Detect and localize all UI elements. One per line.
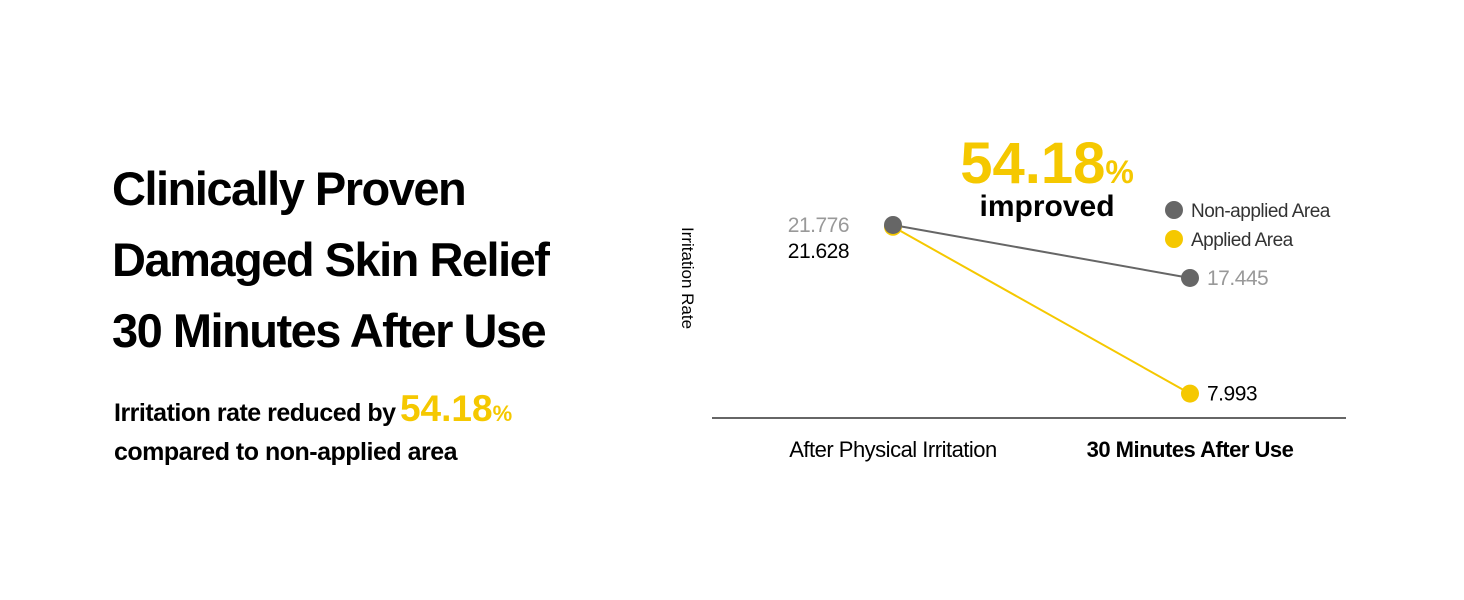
subtitle-text: Irritation rate reduced by xyxy=(114,399,396,427)
x-tick-label: 30 Minutes After Use xyxy=(1087,437,1294,462)
legend-marker xyxy=(1165,230,1183,248)
series-line xyxy=(892,225,1191,395)
annotation-number: 54.18% xyxy=(960,131,1134,196)
headline-line: Clinically Proven xyxy=(112,162,465,215)
subtitle-line: Irritation rate reduced by 54.18% xyxy=(114,388,512,429)
legend-marker xyxy=(1165,201,1183,219)
data-point xyxy=(884,215,902,234)
value-label: 21.776 xyxy=(788,214,849,237)
annotation-unit: % xyxy=(1105,154,1133,190)
data-point xyxy=(1181,384,1199,403)
annotation-text: improved xyxy=(979,190,1114,223)
legend-label: Applied Area xyxy=(1191,230,1294,251)
subtitle-line: compared to non-applied area xyxy=(114,438,459,466)
y-axis-label: Irritation Rate xyxy=(678,227,697,329)
subtitle-unit: % xyxy=(493,401,513,426)
value-label: 21.628 xyxy=(788,240,849,263)
headline-line: Damaged Skin Relief xyxy=(112,233,550,286)
series-line xyxy=(892,223,1191,279)
annotation-value: 54.18 xyxy=(960,131,1105,196)
subtitle-number: 54.18 xyxy=(400,388,493,429)
legend-label: Non-applied Area xyxy=(1191,201,1331,222)
value-label: 17.445 xyxy=(1207,267,1268,290)
x-tick-label: After Physical Irritation xyxy=(789,437,997,462)
headline-line: 30 Minutes After Use xyxy=(112,304,546,357)
data-point xyxy=(1181,268,1199,287)
value-label: 7.993 xyxy=(1207,383,1257,406)
